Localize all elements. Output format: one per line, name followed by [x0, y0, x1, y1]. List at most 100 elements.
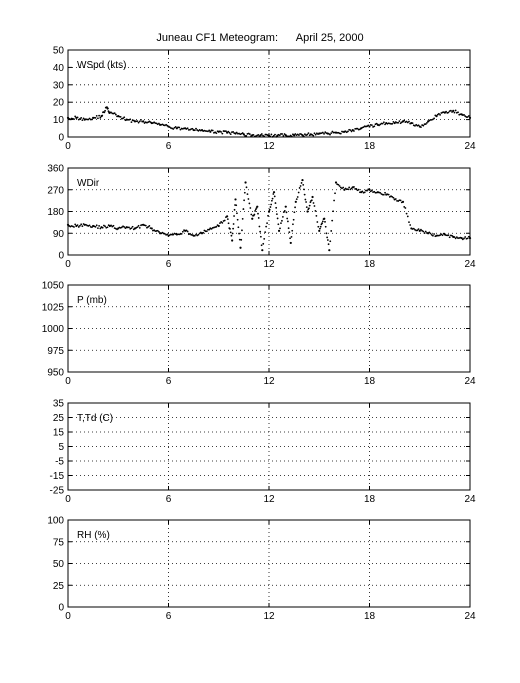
data-point	[280, 222, 282, 225]
data-point	[158, 230, 160, 233]
data-point	[274, 202, 277, 204]
data-point	[311, 195, 314, 199]
data-point	[219, 222, 221, 225]
x-tick-label: 6	[166, 376, 172, 387]
x-tick-label: 12	[263, 259, 275, 270]
x-tick-label: 0	[65, 141, 71, 152]
y-tick-label: 20	[53, 98, 65, 109]
data-point	[260, 133, 263, 135]
data-point	[195, 127, 197, 130]
data-point	[282, 211, 285, 213]
data-point	[381, 122, 384, 125]
data-point	[205, 230, 208, 233]
data-point	[123, 226, 126, 228]
data-point	[330, 230, 333, 232]
data-point	[77, 226, 80, 228]
y-tick-label: 15	[53, 428, 65, 439]
data-point	[266, 222, 268, 225]
data-point	[304, 198, 307, 201]
data-point	[150, 227, 153, 230]
data-point	[323, 132, 325, 135]
data-point	[209, 130, 212, 133]
y-tick-label: 5	[58, 442, 64, 453]
data-point	[259, 235, 262, 238]
data-point	[384, 123, 386, 126]
data-point	[233, 215, 235, 217]
data-point	[106, 226, 109, 229]
data-point	[272, 134, 275, 137]
data-point	[140, 118, 142, 121]
data-point	[142, 120, 145, 123]
data-point	[273, 195, 276, 198]
data-point	[269, 135, 272, 138]
data-point	[223, 219, 226, 222]
data-point	[314, 210, 317, 212]
data-point	[338, 185, 341, 187]
data-point	[186, 127, 189, 130]
data-point	[144, 224, 147, 227]
data-point	[466, 116, 469, 118]
y-tick-label: 1050	[42, 281, 65, 292]
data-point	[303, 133, 306, 136]
data-point	[454, 237, 457, 240]
data-point	[288, 135, 291, 138]
data-point	[114, 113, 117, 116]
data-point	[452, 109, 455, 112]
data-point	[409, 224, 412, 226]
data-point	[195, 233, 197, 236]
panel-label: P (mb)	[77, 295, 107, 306]
data-point	[339, 132, 342, 135]
y-tick-label: 180	[47, 207, 64, 218]
data-point	[238, 232, 240, 235]
data-point	[445, 110, 447, 113]
data-point	[468, 116, 472, 119]
data-point	[243, 199, 246, 202]
panel-3: 0 6 12 18 24 950 975 1000 1025 1050 P (mb)	[42, 281, 476, 388]
y-tick-label: 30	[53, 80, 65, 91]
data-point	[153, 229, 156, 232]
data-point	[110, 224, 112, 227]
data-point	[260, 244, 263, 247]
y-tick-label: 75	[53, 537, 65, 548]
data-point	[329, 133, 331, 136]
data-point	[288, 231, 291, 233]
data-point	[106, 106, 108, 109]
data-point	[238, 238, 241, 241]
data-point	[460, 236, 463, 240]
data-point	[263, 237, 266, 240]
data-point	[281, 215, 284, 218]
data-point	[98, 225, 101, 227]
data-point	[314, 133, 317, 136]
data-point	[234, 198, 237, 201]
data-point	[99, 227, 102, 230]
data-point	[306, 210, 309, 213]
data-point	[74, 223, 77, 226]
data-point	[287, 220, 289, 223]
y-tick-label: -15	[50, 471, 65, 482]
data-point	[235, 204, 238, 207]
data-point	[315, 214, 318, 217]
data-point	[269, 206, 272, 208]
x-tick-label: 0	[65, 494, 71, 505]
data-point	[101, 114, 104, 117]
data-point	[290, 235, 293, 238]
data-point	[193, 234, 196, 237]
data-point	[240, 238, 243, 241]
data-point	[433, 233, 436, 235]
data-point	[323, 217, 326, 220]
data-point	[426, 121, 428, 124]
data-point	[217, 224, 220, 228]
data-point	[137, 121, 140, 124]
data-point	[447, 111, 450, 114]
data-point	[164, 233, 166, 235]
data-point	[130, 227, 133, 230]
data-point	[464, 236, 467, 238]
data-point	[247, 198, 250, 200]
data-point	[455, 236, 458, 239]
data-point	[398, 120, 401, 123]
data-point	[95, 224, 98, 227]
y-tick-label: -5	[55, 457, 64, 468]
data-point	[293, 134, 296, 137]
axes-frame	[67, 284, 471, 373]
